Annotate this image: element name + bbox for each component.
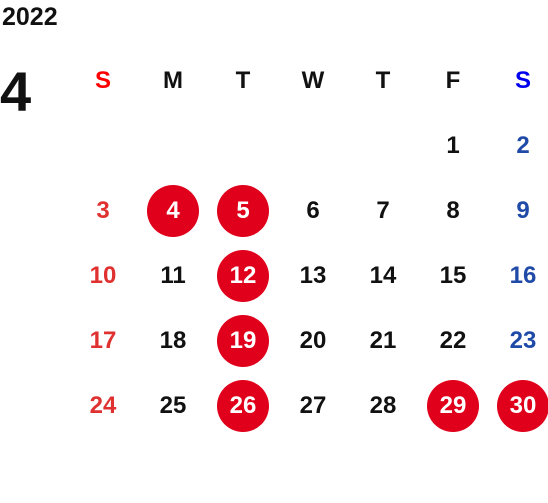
day-cell: 23 xyxy=(488,308,548,373)
day-number: 2 xyxy=(516,131,530,159)
day-number: 6 xyxy=(306,196,320,224)
day-cell: 11 xyxy=(138,243,208,308)
day-number-highlighted: 4 xyxy=(147,184,199,237)
day-cell: 3 xyxy=(68,178,138,243)
day-number: 10 xyxy=(89,261,117,289)
weekday-header-friday: F xyxy=(445,66,461,94)
weekday-header-wednesday: W xyxy=(301,66,325,94)
weekday-header-saturday: S xyxy=(514,66,531,94)
day-number: 25 xyxy=(159,391,187,419)
day-cell: 29 xyxy=(418,373,488,438)
day-cell: 10 xyxy=(68,243,138,308)
day-cell: 19 xyxy=(208,308,278,373)
day-number: 22 xyxy=(439,326,467,354)
day-cell: 24 xyxy=(68,373,138,438)
day-number: 16 xyxy=(509,261,537,289)
day-number-highlighted: 30 xyxy=(497,379,548,432)
day-number-highlighted: 5 xyxy=(217,184,269,237)
weekday-header-sunday: S xyxy=(94,66,111,94)
weekday-header-tuesday: T xyxy=(235,66,251,94)
day-number-highlighted: 12 xyxy=(217,249,269,302)
empty-cell xyxy=(208,113,278,178)
day-cell: 13 xyxy=(278,243,348,308)
day-cell: 25 xyxy=(138,373,208,438)
weekday-header-thursday: T xyxy=(375,66,391,94)
day-cell: 9 xyxy=(488,178,548,243)
weekday-header-monday: M xyxy=(163,66,183,94)
day-number: 15 xyxy=(439,261,467,289)
day-cell: 17 xyxy=(68,308,138,373)
day-cell: 30 xyxy=(488,373,548,438)
day-number: 20 xyxy=(299,326,327,354)
day-cell: 16 xyxy=(488,243,548,308)
day-cell: 6 xyxy=(278,178,348,243)
day-cell: 2 xyxy=(488,113,548,178)
empty-cell xyxy=(348,113,418,178)
day-number-highlighted: 26 xyxy=(217,379,269,432)
day-number: 27 xyxy=(299,391,327,419)
day-cell: 7 xyxy=(348,178,418,243)
day-cell: 8 xyxy=(418,178,488,243)
day-cell: 22 xyxy=(418,308,488,373)
day-number: 28 xyxy=(369,391,397,419)
day-cell: 5 xyxy=(208,178,278,243)
day-cell: 12 xyxy=(208,243,278,308)
empty-cell xyxy=(68,113,138,178)
day-cell: 14 xyxy=(348,243,418,308)
day-cell: 26 xyxy=(208,373,278,438)
day-number: 13 xyxy=(299,261,327,289)
day-number: 24 xyxy=(89,391,117,419)
day-number: 17 xyxy=(89,326,117,354)
day-number: 11 xyxy=(160,261,186,289)
day-number: 21 xyxy=(369,326,397,354)
calendar-month: 4 xyxy=(0,60,32,123)
day-cell: 18 xyxy=(138,308,208,373)
day-number-highlighted: 19 xyxy=(217,314,269,367)
day-number: 3 xyxy=(96,196,110,224)
day-number: 7 xyxy=(376,196,390,224)
calendar-year: 2022 xyxy=(2,3,58,31)
day-cell: 4 xyxy=(138,178,208,243)
day-number: 8 xyxy=(446,196,460,224)
day-number: 14 xyxy=(369,261,397,289)
day-cell: 15 xyxy=(418,243,488,308)
day-cell: 27 xyxy=(278,373,348,438)
calendar-grid: S M T W T F S 1 2 3 4 5 6 7 8 9 10 11 12 13 14 15 16 17 18 19 20 21… xyxy=(68,48,548,438)
day-number-highlighted: 29 xyxy=(427,379,479,432)
day-number: 23 xyxy=(509,326,537,354)
day-number: 1 xyxy=(446,131,460,159)
empty-cell xyxy=(138,113,208,178)
day-number: 18 xyxy=(159,326,187,354)
day-cell: 1 xyxy=(418,113,488,178)
empty-cell xyxy=(278,113,348,178)
day-cell: 21 xyxy=(348,308,418,373)
day-cell: 20 xyxy=(278,308,348,373)
day-number: 9 xyxy=(516,196,530,224)
day-cell: 28 xyxy=(348,373,418,438)
